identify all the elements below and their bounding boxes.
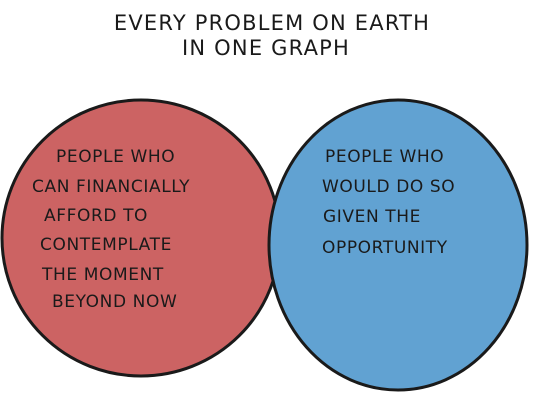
title-line-2: IN ONE GRAPH (182, 36, 350, 60)
left-label-line: CAN FINANCIALLY (32, 177, 190, 197)
left-label-line: BEYOND NOW (52, 292, 177, 312)
right-circle-label: PEOPLE WHO WOULD DO SO GIVEN THE OPPORTU… (322, 147, 455, 258)
left-label-line: PEOPLE WHO (56, 147, 175, 167)
right-label-line: PEOPLE WHO (325, 147, 444, 167)
right-label-line: GIVEN THE (323, 207, 421, 227)
left-label-line: AFFORD TO (44, 206, 148, 226)
right-label-line: OPPORTUNITY (322, 238, 448, 258)
title-line-1: EVERY PROBLEM ON EARTH (114, 11, 430, 35)
left-label-line: THE MOMENT (41, 265, 164, 285)
left-circle-label: PEOPLE WHO CAN FINANCIALLY AFFORD TO CON… (32, 147, 190, 312)
right-label-line: WOULD DO SO (322, 177, 455, 197)
right-circle-set (267, 98, 529, 392)
left-label-line: CONTEMPLATE (40, 235, 172, 255)
